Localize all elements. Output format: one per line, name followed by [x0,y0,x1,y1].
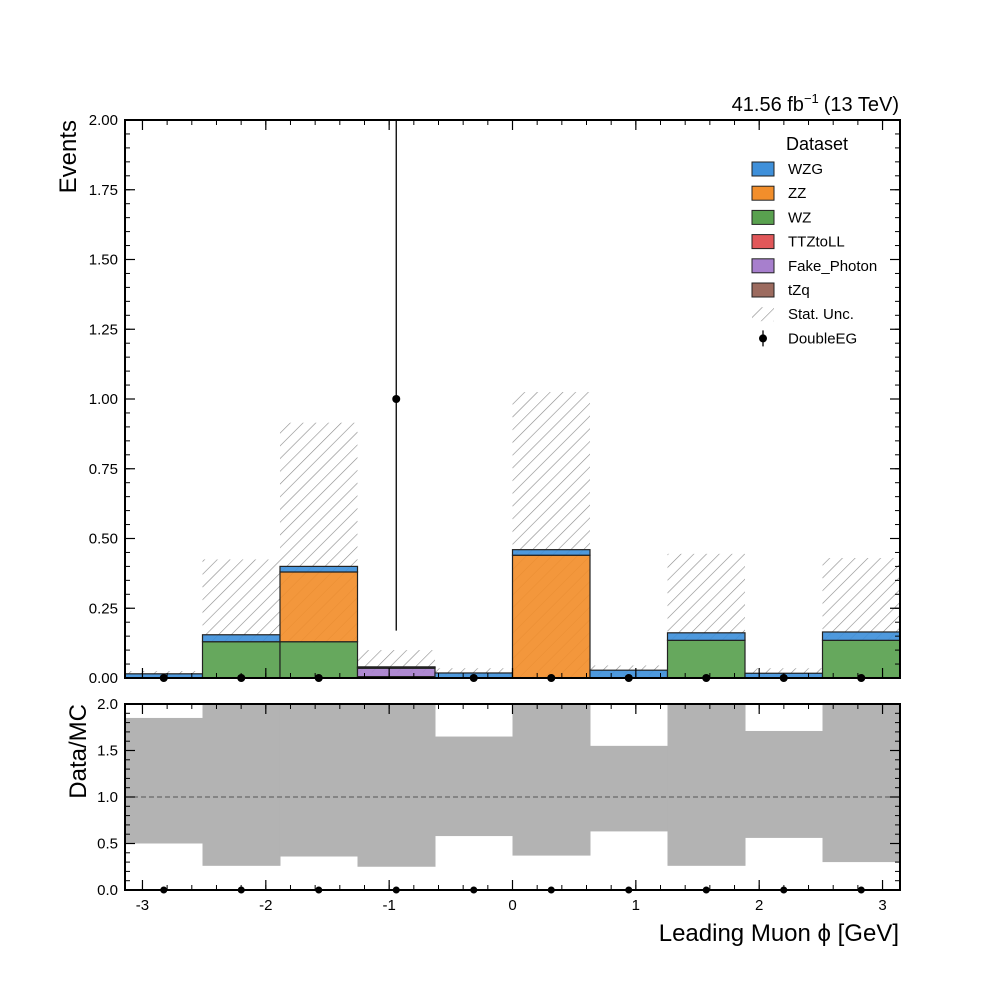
bar-wzg [666,632,746,641]
x-tick-label: -1 [382,897,395,914]
ratio-band-bin [745,730,824,838]
bar-wzg [356,666,436,668]
ratio-uncertainty-band [125,704,901,867]
stat-unc-bin [125,671,203,676]
x-axis-label: Leading Muon ϕ [GeV] [659,920,899,947]
y-tick-label: 0.75 [89,461,118,478]
ratio-band-bin [667,704,746,866]
ratio-band-bin [202,704,281,866]
bar-wzg [279,565,359,573]
stat-unc-bin [202,559,280,642]
bar-zz [279,571,359,643]
y-tick-label: 1.25 [89,321,118,338]
x-tick-label: 2 [755,897,763,914]
ratio-y-tick-label: 2.0 [97,696,118,713]
legend: Dataset WZG ZZ WZ TTZtoLL Fake_Photon tZq Stat… [751,134,877,347]
y-tick-label: 0.00 [89,670,118,687]
legend-zz-label: ZZ [788,185,806,202]
bar-wz [279,641,359,679]
ratio-y-axis-label: Data/MC [65,704,92,799]
bar-wz [821,639,901,679]
x-tick-label: -2 [259,897,272,914]
ratio-y-tick-label: 1.5 [97,743,118,760]
legend-wzg-label: WZG [788,161,823,178]
bar-fake_photon [356,667,436,678]
stat-unc-bin [822,558,900,641]
ratio-band-bin [125,717,203,844]
legend-ttztoll-label: TTZtoLL [788,234,845,251]
x-tick-label: 1 [632,897,640,914]
y-tick-label: 0.25 [89,600,118,617]
ratio-y-tick-label: 0.0 [97,882,118,899]
stat-unc-bin [435,668,513,676]
legend-title: Dataset [786,134,848,154]
legend-zz-swatch [751,185,775,201]
ratio-band-bin [512,704,591,856]
y-tick-label: 1.00 [89,391,118,408]
ratio-plot-frame [124,703,901,891]
stat-unc-bin [745,668,823,676]
y-tick-label: 2.00 [89,112,118,129]
main-y-axis-label: Events [55,120,82,193]
y-tick-label: 1.75 [89,182,118,199]
legend-tzq-swatch [751,282,775,298]
ratio-band-bin [435,736,513,837]
legend-ttztoll-swatch [751,234,775,250]
x-tick-label: -3 [136,897,149,914]
legend-fake-photon-label: Fake_Photon [788,258,877,275]
bar-wzg [821,631,901,641]
legend-tzq-label: tZq [788,282,810,299]
x-tick-label: 3 [878,897,886,914]
legend-wz-label: WZ [788,209,811,226]
ratio-y-tick-label: 1.0 [97,789,118,806]
bar-wzg [511,549,591,556]
bar-wzg [201,634,281,643]
data-point [392,395,401,403]
ratio-band-bin [357,704,436,867]
legend-doubleeg-marker [759,334,767,343]
y-tick-label: 0.50 [89,531,118,548]
x-tick-label: 0 [508,897,516,914]
bar-wz [201,641,281,679]
stat-unc-bin [667,553,746,641]
ratio-y-tick-label: 0.5 [97,836,118,853]
legend-stat-unc--swatch [752,307,774,322]
ratio-band-bin [279,704,359,857]
legend-stat-unc--label: Stat. Unc. [788,306,854,323]
legend-fake-photon-swatch [751,258,775,274]
lumi-label: 41.56 fb−1 (13 TeV) [732,91,899,116]
bar-wz [666,639,746,679]
main-plot-frame [124,119,901,679]
legend-doubleeg-label: DoubleEG [788,330,857,347]
ratio-band-bin [822,704,901,863]
legend-wz-swatch [751,209,775,225]
legend-wzg-swatch [751,161,775,177]
bar-zz [511,554,591,679]
y-tick-label: 1.50 [89,252,118,269]
ratio-band-bin [589,745,668,832]
